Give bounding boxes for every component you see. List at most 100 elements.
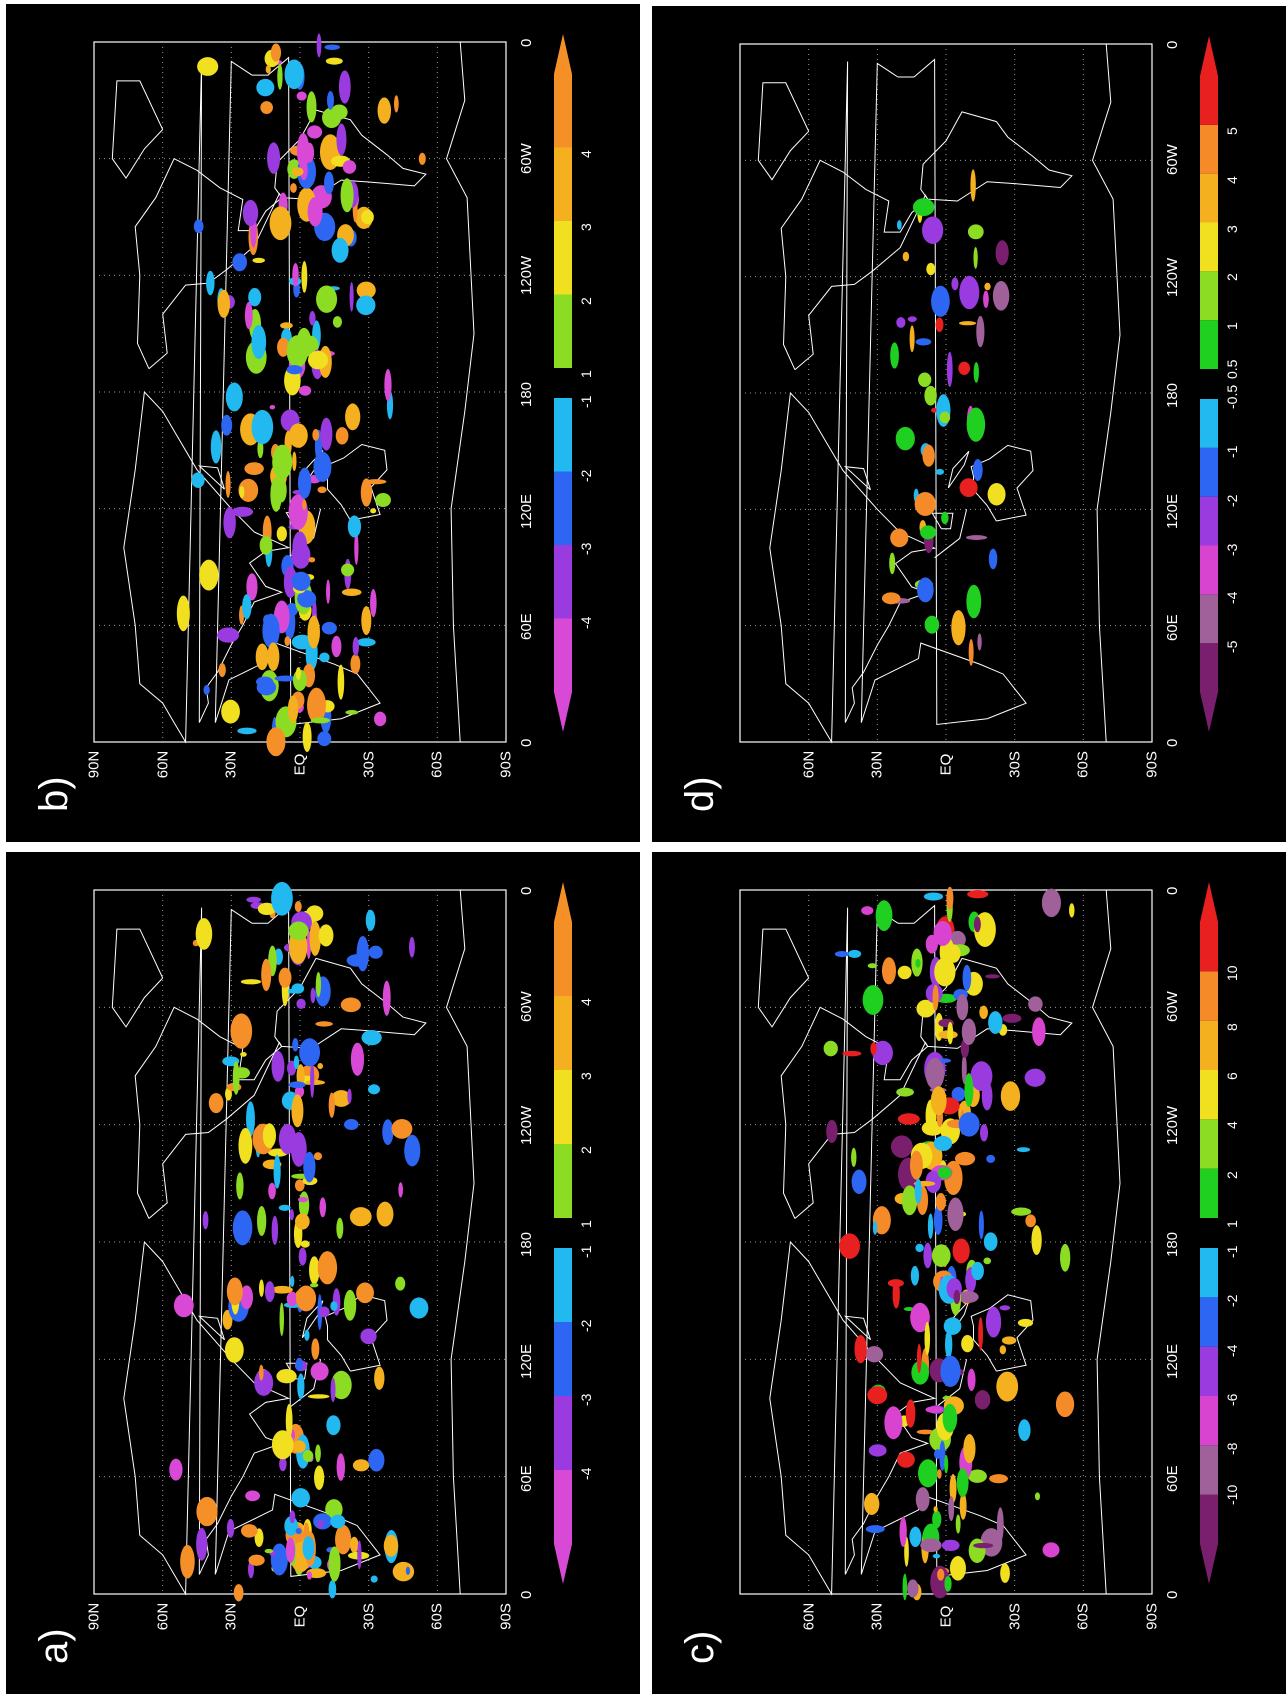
anomaly-patch — [947, 1197, 964, 1231]
anomaly-patch — [914, 492, 936, 517]
anomaly-patch — [242, 594, 252, 620]
anomaly-patch — [254, 1369, 274, 1396]
lon-tick-label: 120E — [1164, 1344, 1181, 1380]
coastline — [843, 466, 871, 491]
anomaly-patch — [258, 1279, 264, 1297]
anomaly-patch — [328, 1546, 341, 1582]
anomaly-patch — [342, 160, 357, 174]
anomaly-patch — [967, 889, 989, 899]
anomaly-patch — [262, 613, 280, 649]
anomaly-patch — [944, 1576, 952, 1592]
anomaly-patch — [995, 240, 1009, 266]
anomaly-patch — [983, 1232, 998, 1252]
anomaly-patch — [308, 557, 316, 563]
anomaly-patch — [326, 90, 335, 110]
anomaly-patch — [951, 610, 966, 646]
colorbar-segment — [1200, 447, 1218, 497]
colorbar-segment — [554, 1396, 572, 1470]
lat-tick-label: 30S — [360, 751, 378, 778]
anomaly-patch — [255, 643, 269, 671]
anomaly-patch — [899, 1516, 907, 1547]
anomaly-patch — [302, 1536, 315, 1560]
colorbar-segment — [554, 294, 572, 368]
anomaly-patch — [295, 1288, 312, 1300]
lon-tick-label: 180 — [518, 1231, 535, 1257]
anomaly-patch — [958, 361, 971, 375]
anomaly-patch — [246, 1101, 255, 1137]
panel-label: a) — [32, 1628, 76, 1664]
anomaly-patch — [300, 1240, 310, 1248]
anomaly-patch — [847, 949, 862, 958]
anomaly-patch — [208, 1092, 224, 1114]
anomaly-patch — [278, 1123, 297, 1155]
anomaly-patch — [260, 101, 273, 114]
anomaly-patch — [288, 494, 308, 530]
anomaly-patch — [169, 1458, 183, 1481]
colorbar-segment — [1200, 1346, 1218, 1396]
lon-tick-label: 0 — [1164, 1590, 1181, 1599]
anomaly-patch — [240, 979, 262, 985]
anomaly-patch — [356, 1282, 374, 1304]
colorbar-label: 2 — [578, 1146, 594, 1154]
anomaly-patch — [276, 526, 287, 542]
anomaly-patch — [984, 282, 991, 291]
anomaly-patch — [924, 385, 937, 406]
anomaly-patch — [264, 1548, 274, 1554]
lon-tick-label: 120W — [518, 256, 535, 296]
anomaly-patch — [375, 492, 391, 508]
lat-tick-label: 90S — [1143, 751, 1161, 778]
anomaly-patch — [279, 1456, 287, 1472]
anomaly-patch — [221, 699, 240, 724]
colorbar-segment — [1200, 1020, 1218, 1070]
anomaly-patch — [922, 444, 935, 467]
anomaly-patch — [946, 886, 954, 910]
anomaly-patch — [920, 525, 937, 540]
anomaly-patch — [966, 584, 982, 619]
coastline — [123, 59, 291, 744]
map-svg — [739, 882, 1218, 1601]
anomaly-patch — [915, 958, 921, 968]
anomaly-patch — [935, 317, 944, 333]
anomaly-patch — [315, 1444, 321, 1463]
anomaly-patch — [884, 1406, 903, 1440]
anomaly-patch — [315, 971, 322, 998]
colorbar-label: -1 — [1224, 1245, 1240, 1258]
anomaly-patch — [952, 1238, 970, 1264]
anomaly-patch — [341, 588, 362, 596]
anomaly-patch — [910, 1265, 920, 1286]
anomaly-patch — [978, 1317, 984, 1351]
anomaly-patch — [295, 1357, 304, 1372]
anomaly-patch — [356, 638, 376, 647]
anomaly-patch — [988, 548, 998, 570]
anomaly-patch — [340, 178, 354, 213]
anomaly-patch — [944, 1330, 953, 1359]
anomaly-patch — [986, 1154, 996, 1164]
anomaly-patch — [291, 542, 311, 569]
lon-tick-label: 120W — [1164, 1105, 1181, 1145]
anomaly-patch — [244, 301, 253, 330]
anomaly-patch — [314, 1465, 325, 1490]
colorbar-label: -10 — [1224, 1484, 1240, 1505]
anomaly-patch — [328, 1092, 335, 1118]
anomaly-patch — [292, 1440, 306, 1453]
colorbar-segment — [1200, 922, 1218, 972]
colorbar-segment — [1200, 1119, 1218, 1169]
anomaly-patch — [365, 479, 387, 485]
anomaly-patch — [180, 1544, 195, 1579]
anomaly-patch — [289, 1510, 296, 1524]
colorbar-segment — [1200, 496, 1218, 546]
anomaly-patch — [271, 1215, 279, 1246]
anomaly-patch — [349, 281, 354, 312]
lon-tick-label: 60E — [518, 613, 535, 641]
anomaly-patch — [931, 1244, 951, 1267]
anomaly-patch — [292, 1038, 299, 1052]
anomaly-patch — [935, 1192, 946, 1211]
anomaly-patch — [901, 1185, 918, 1216]
anomaly-patch — [232, 1210, 253, 1246]
anomaly-patch — [851, 1169, 867, 1194]
anomaly-patch — [834, 950, 849, 958]
colorbar-segment — [1200, 1396, 1218, 1446]
anomaly-patch — [881, 957, 897, 985]
anomaly-patch — [306, 1571, 313, 1580]
colorbar-segment — [1200, 1445, 1218, 1495]
